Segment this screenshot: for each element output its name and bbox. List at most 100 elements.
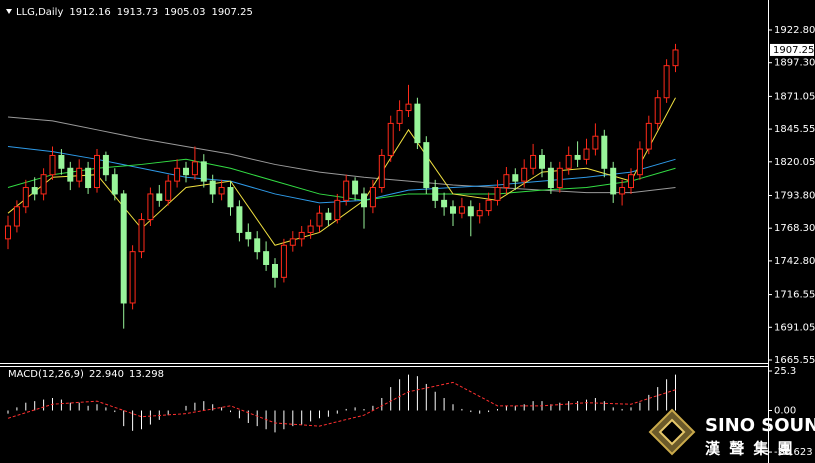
candle-body bbox=[102, 154, 109, 176]
chart-title: LLG,Daily 1912.16 1913.73 1905.03 1907.25 bbox=[16, 7, 253, 18]
indicator-readout: 13.298 bbox=[129, 369, 164, 380]
candle-body bbox=[174, 167, 181, 182]
candle-body bbox=[334, 199, 341, 221]
candle-body bbox=[67, 167, 74, 182]
candle-body bbox=[592, 135, 599, 150]
candle-body bbox=[183, 167, 189, 176]
ohlc-readout: 1913.73 bbox=[117, 7, 158, 18]
candle-body bbox=[654, 97, 661, 124]
candle-body bbox=[58, 154, 65, 169]
candle-body bbox=[645, 122, 652, 150]
y-tick-label: 0.00 bbox=[774, 406, 796, 417]
price-label-box bbox=[770, 43, 814, 56]
candle-body bbox=[539, 154, 545, 169]
candle-body bbox=[574, 154, 581, 160]
candle-body bbox=[298, 231, 305, 240]
candle-body bbox=[423, 142, 430, 189]
candle-body bbox=[129, 251, 136, 304]
candle-body bbox=[200, 161, 207, 182]
title-text: LLG,Daily bbox=[16, 7, 63, 18]
logo-icon bbox=[658, 418, 686, 446]
candle-body bbox=[5, 225, 11, 240]
candle-body bbox=[450, 206, 456, 214]
y-tick-label: 1820.05 bbox=[774, 157, 815, 168]
y-tick-label: -26.623 bbox=[774, 447, 813, 458]
candle-body bbox=[94, 154, 100, 189]
candle-body bbox=[307, 225, 314, 233]
y-tick-label: 25.3 bbox=[774, 366, 796, 377]
candle-body bbox=[254, 238, 261, 253]
y-tick-label: 1845.55 bbox=[774, 124, 815, 135]
candle-body bbox=[165, 180, 172, 201]
candle-body bbox=[156, 193, 163, 201]
y-tick-label: 1871.05 bbox=[774, 91, 815, 102]
candle-body bbox=[280, 244, 287, 278]
logo: SINO SOUND 漢 聲 集 團 bbox=[648, 408, 815, 458]
candle-body bbox=[467, 206, 474, 217]
candle-body bbox=[40, 174, 47, 195]
candle-body bbox=[628, 174, 634, 189]
candle-body bbox=[325, 212, 332, 221]
candle-body bbox=[601, 135, 608, 169]
candle-body bbox=[610, 167, 617, 195]
candle-body bbox=[432, 187, 439, 201]
ohlc-readout: 1907.25 bbox=[211, 7, 252, 18]
candle-body bbox=[494, 187, 501, 201]
candle-body bbox=[396, 110, 403, 124]
candle-body bbox=[387, 122, 394, 156]
candle-body bbox=[218, 187, 225, 195]
candle-body bbox=[619, 187, 626, 195]
brand-name: SINO SOUND bbox=[705, 415, 815, 436]
candle-body bbox=[289, 238, 296, 246]
candle-body bbox=[245, 231, 252, 240]
candle-body bbox=[556, 167, 563, 189]
candle-body bbox=[583, 148, 590, 160]
candle-body bbox=[441, 199, 448, 208]
candle-body bbox=[485, 199, 492, 212]
indicator-name: MACD(12,26,9) bbox=[8, 369, 84, 380]
candle-body bbox=[672, 49, 679, 67]
candle-body bbox=[85, 167, 92, 189]
y-tick-label: 1922.80 bbox=[774, 25, 815, 36]
candle-body bbox=[378, 154, 385, 189]
y-tick-label: 1768.30 bbox=[774, 223, 815, 234]
candle-body bbox=[138, 219, 145, 253]
candle-body bbox=[76, 167, 83, 182]
y-tick-label: 1793.80 bbox=[774, 190, 815, 201]
indicator-readout: 22.940 bbox=[89, 369, 124, 380]
menu-arrow bbox=[6, 9, 12, 14]
moving-average bbox=[7, 97, 676, 246]
y-tick-label: 1716.55 bbox=[774, 290, 815, 301]
candle-body bbox=[22, 187, 29, 208]
candle-body bbox=[458, 206, 465, 214]
candle-body bbox=[361, 193, 367, 208]
candle-body bbox=[191, 161, 198, 176]
brand-chinese: 漢 聲 集 團 bbox=[705, 440, 795, 458]
indicator-title: MACD(12,26,9) 22.940 13.298 bbox=[8, 369, 164, 380]
candle-body bbox=[227, 187, 234, 208]
candle-body bbox=[521, 167, 528, 182]
y-tick-label: 1897.30 bbox=[774, 58, 815, 69]
y-tick-label: 1691.05 bbox=[774, 322, 815, 333]
candle-body bbox=[663, 65, 670, 99]
candle-body bbox=[369, 187, 376, 208]
candle-body bbox=[476, 210, 483, 217]
candle-body bbox=[263, 251, 270, 265]
candle-body bbox=[636, 148, 643, 176]
ohlc-readout: 1912.16 bbox=[69, 7, 110, 18]
candle-body bbox=[512, 174, 519, 182]
moving-average bbox=[7, 158, 676, 201]
candle-body bbox=[343, 180, 350, 201]
candle-body bbox=[236, 206, 243, 233]
moving-average bbox=[7, 145, 676, 204]
candle-body bbox=[316, 212, 323, 227]
candle-body bbox=[13, 206, 20, 227]
y-tick-label: 1665.55 bbox=[774, 355, 815, 366]
candle-body bbox=[272, 263, 278, 278]
candle-body bbox=[352, 180, 359, 195]
candle-body bbox=[547, 167, 554, 189]
candle-body bbox=[147, 193, 154, 221]
